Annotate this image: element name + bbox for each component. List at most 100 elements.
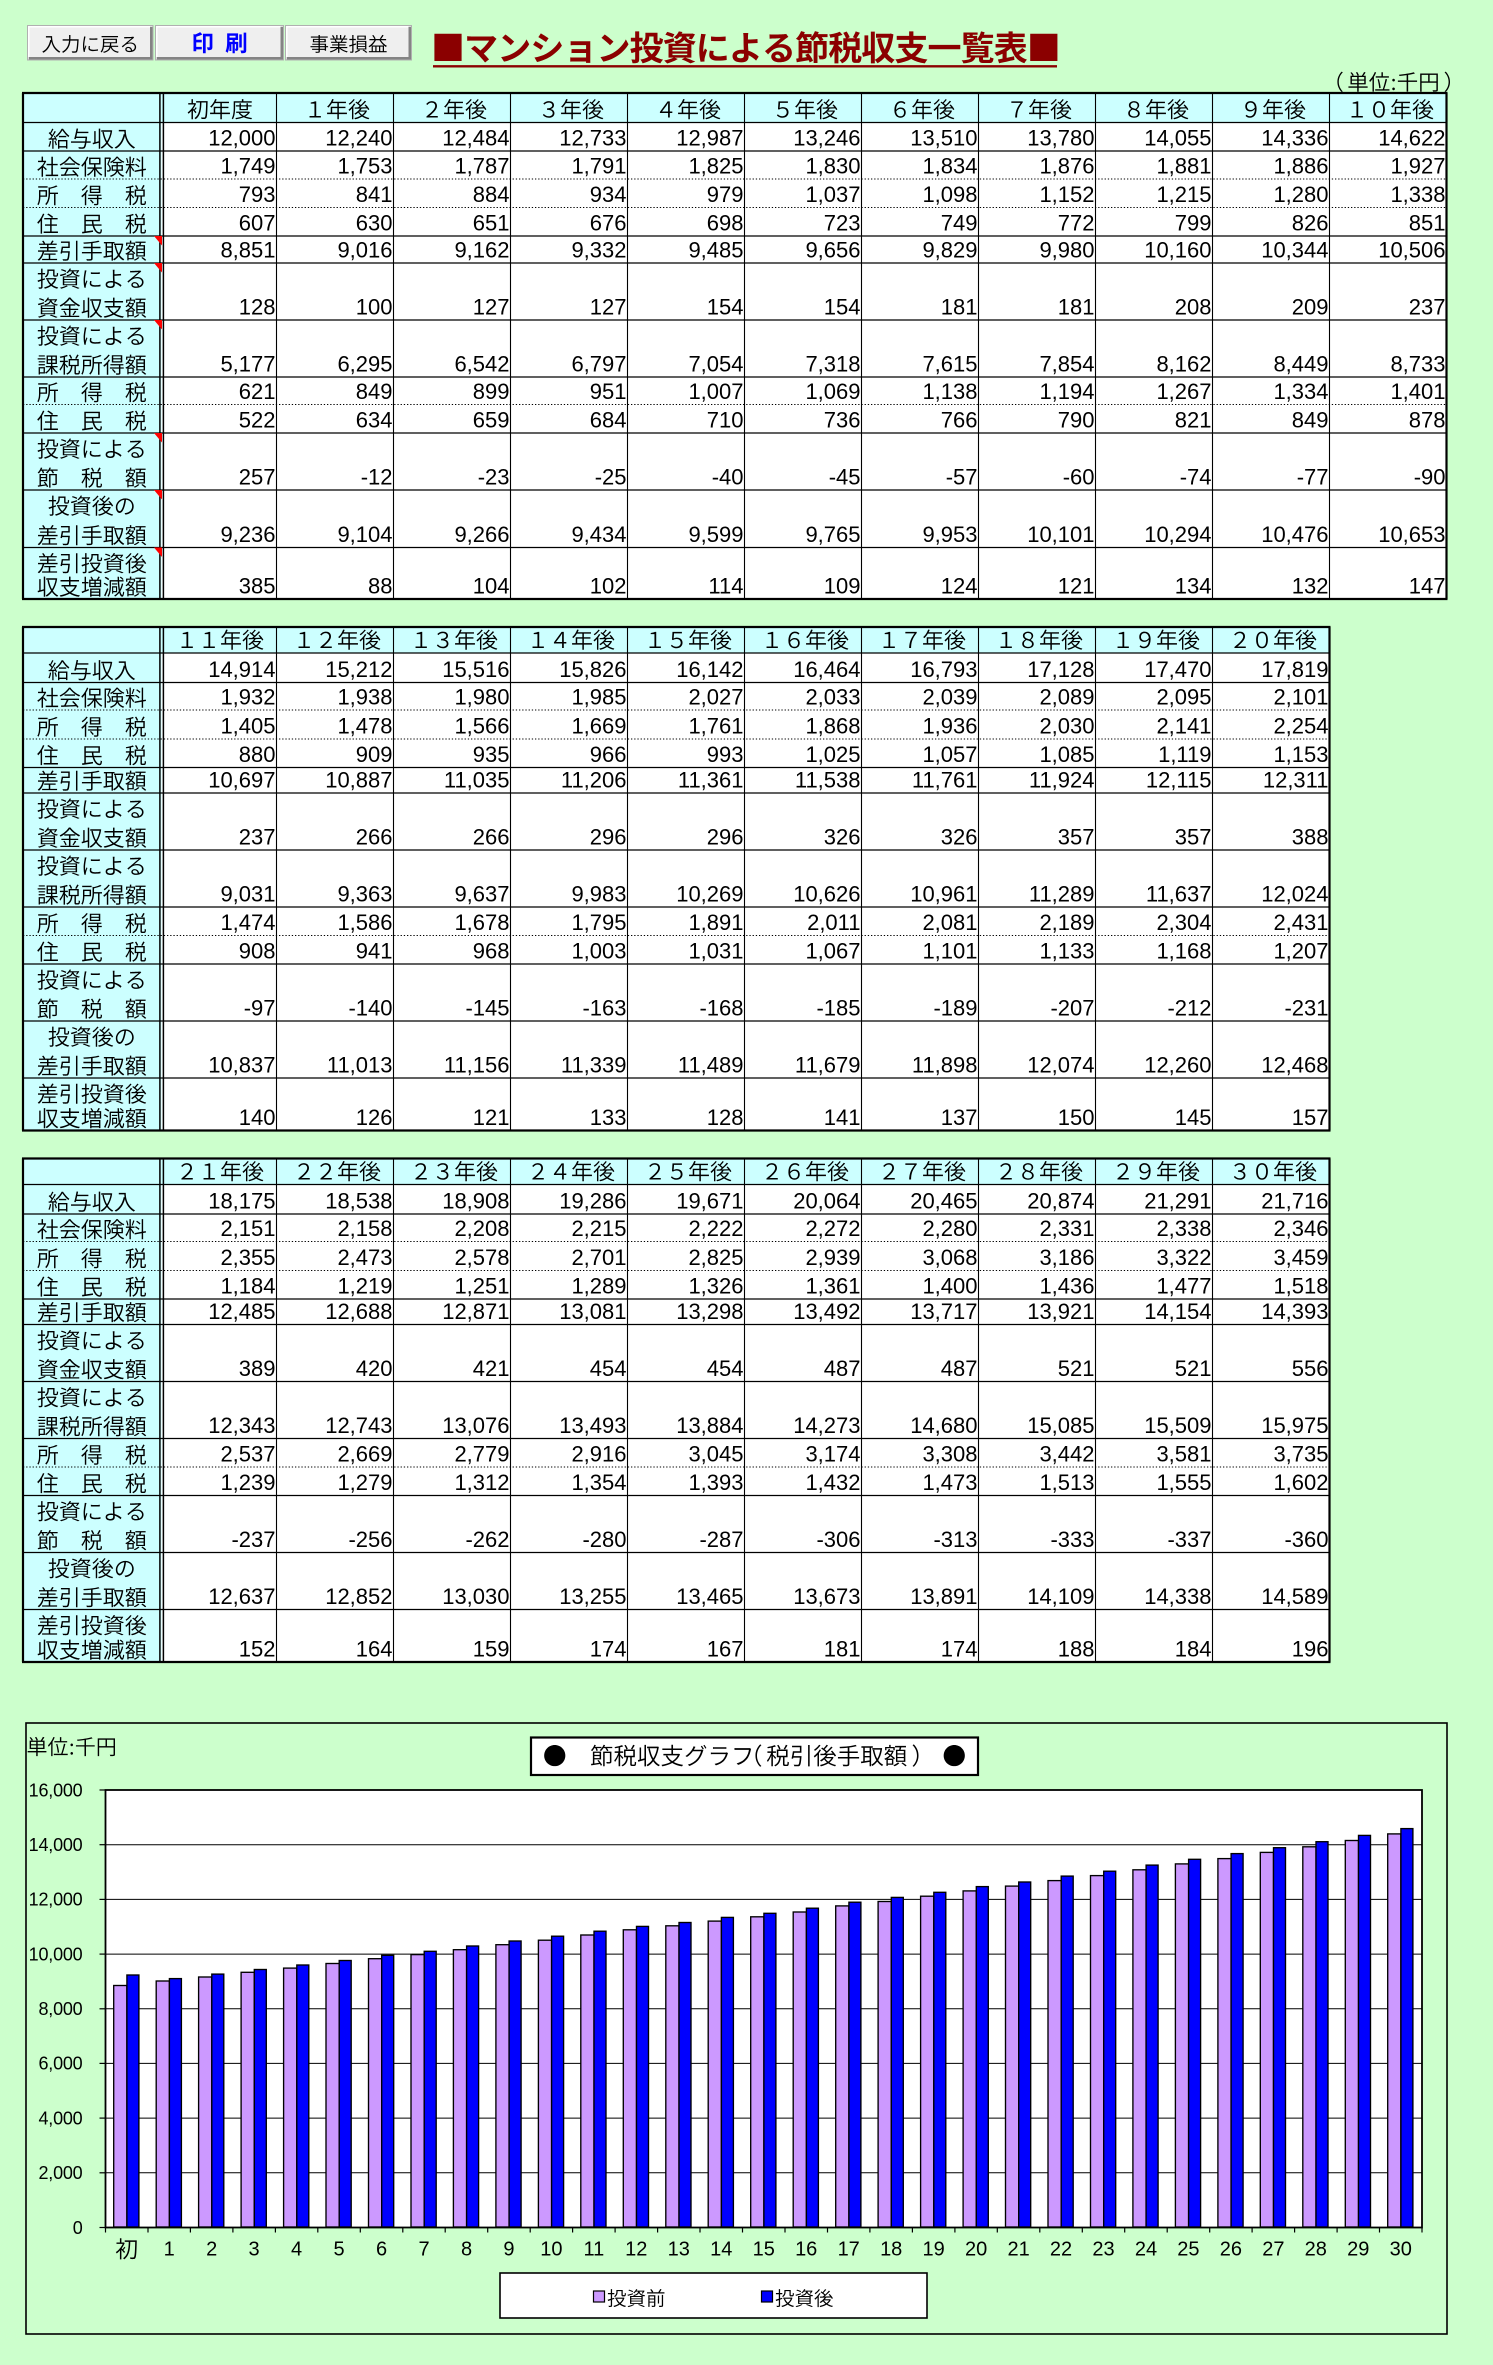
svg-text:121: 121: [473, 1105, 510, 1130]
svg-text:9,485: 9,485: [688, 238, 743, 263]
svg-text:196: 196: [1292, 1637, 1329, 1662]
svg-text:-212: -212: [1167, 996, 1211, 1021]
svg-text:2,331: 2,331: [1039, 1216, 1094, 1241]
svg-text:1,753: 1,753: [337, 154, 392, 179]
svg-text:154: 154: [824, 295, 861, 320]
svg-text:15,085: 15,085: [1027, 1413, 1094, 1438]
svg-text:30: 30: [1390, 2239, 1412, 2261]
svg-text:968: 968: [473, 939, 510, 964]
svg-text:1,152: 1,152: [1039, 182, 1094, 207]
svg-text:12,468: 12,468: [1261, 1053, 1328, 1078]
svg-text:3,068: 3,068: [922, 1245, 977, 1270]
svg-text:167: 167: [707, 1637, 744, 1662]
svg-text:3,581: 3,581: [1156, 1442, 1211, 1467]
svg-text:124: 124: [941, 574, 978, 599]
svg-text:522: 522: [239, 408, 276, 433]
svg-text:-337: -337: [1167, 1527, 1211, 1552]
svg-text:521: 521: [1175, 1356, 1212, 1381]
svg-text:1,393: 1,393: [688, 1470, 743, 1495]
svg-text:941: 941: [356, 939, 393, 964]
svg-text:966: 966: [590, 742, 627, 767]
svg-text:1,586: 1,586: [337, 910, 392, 935]
svg-text:237: 237: [1409, 295, 1446, 320]
svg-text:9,162: 9,162: [454, 238, 509, 263]
svg-text:13: 13: [668, 2239, 690, 2261]
svg-text:6,797: 6,797: [571, 352, 626, 377]
svg-text:1,936: 1,936: [922, 714, 977, 739]
svg-text:174: 174: [590, 1637, 627, 1662]
svg-text:1,478: 1,478: [337, 714, 392, 739]
svg-text:556: 556: [1292, 1356, 1329, 1381]
svg-text:12,637: 12,637: [208, 1584, 275, 1609]
svg-text:12,743: 12,743: [325, 1413, 392, 1438]
svg-text:3,174: 3,174: [805, 1442, 860, 1467]
svg-text:2,431: 2,431: [1273, 910, 1328, 935]
svg-text:326: 326: [824, 825, 861, 850]
svg-text:934: 934: [590, 182, 627, 207]
svg-text:-77: -77: [1297, 465, 1329, 490]
svg-text:2,578: 2,578: [454, 1245, 509, 1270]
svg-text:13,717: 13,717: [910, 1299, 977, 1324]
svg-text:1,219: 1,219: [337, 1274, 392, 1299]
svg-text:14: 14: [710, 2239, 732, 2261]
svg-text:18: 18: [880, 2239, 902, 2261]
svg-text:15,975: 15,975: [1261, 1413, 1328, 1438]
svg-text:621: 621: [239, 379, 276, 404]
svg-text:-163: -163: [582, 996, 626, 1021]
svg-text:11,156: 11,156: [444, 1053, 510, 1078]
svg-text:181: 181: [941, 295, 978, 320]
svg-text:1,361: 1,361: [805, 1274, 860, 1299]
svg-text:10,344: 10,344: [1261, 238, 1328, 263]
svg-text:20,874: 20,874: [1027, 1189, 1094, 1214]
svg-text:16: 16: [795, 2239, 817, 2261]
svg-text:10,160: 10,160: [1144, 238, 1211, 263]
svg-text:2,033: 2,033: [805, 685, 860, 710]
svg-text:1,215: 1,215: [1156, 182, 1211, 207]
svg-text:-168: -168: [699, 996, 743, 1021]
svg-text:12,733: 12,733: [559, 126, 626, 151]
svg-text:2,473: 2,473: [337, 1245, 392, 1270]
svg-text:-262: -262: [465, 1527, 509, 1552]
svg-text:-60: -60: [1063, 465, 1095, 490]
svg-text:357: 357: [1175, 825, 1212, 850]
svg-text:826: 826: [1292, 211, 1329, 236]
svg-text:2,669: 2,669: [337, 1442, 392, 1467]
svg-text:-256: -256: [348, 1527, 392, 1552]
svg-text:16,464: 16,464: [793, 657, 860, 682]
svg-text:9,236: 9,236: [220, 522, 275, 547]
svg-text:1,207: 1,207: [1273, 939, 1328, 964]
svg-text:13,510: 13,510: [910, 126, 977, 151]
svg-text:14,273: 14,273: [793, 1413, 860, 1438]
svg-text:-207: -207: [1050, 996, 1094, 1021]
svg-text:676: 676: [590, 211, 627, 236]
svg-text:12,485: 12,485: [208, 1299, 275, 1324]
svg-text:1: 1: [164, 2239, 175, 2261]
svg-text:20,064: 20,064: [793, 1189, 860, 1214]
svg-text:1,119: 1,119: [1158, 742, 1211, 767]
svg-text:2,939: 2,939: [805, 1245, 860, 1270]
svg-text:6,000: 6,000: [38, 2054, 82, 2074]
svg-text:736: 736: [824, 408, 861, 433]
svg-text:13,076: 13,076: [442, 1413, 509, 1438]
svg-text:4,000: 4,000: [38, 2108, 82, 2128]
svg-text:22: 22: [1050, 2239, 1072, 2261]
svg-text:1,932: 1,932: [220, 685, 275, 710]
svg-text:388: 388: [1292, 825, 1329, 850]
svg-text:181: 181: [1058, 295, 1095, 320]
svg-text:145: 145: [1175, 1105, 1212, 1130]
svg-text:935: 935: [473, 742, 510, 767]
svg-text:2,000: 2,000: [38, 2163, 82, 2183]
svg-text:17,128: 17,128: [1027, 657, 1094, 682]
svg-text:100: 100: [356, 295, 393, 320]
svg-text:154: 154: [707, 295, 744, 320]
svg-text:1,025: 1,025: [805, 742, 860, 767]
svg-text:17,470: 17,470: [1144, 657, 1211, 682]
svg-text:3,442: 3,442: [1039, 1442, 1094, 1467]
svg-text:-189: -189: [933, 996, 977, 1021]
svg-text:2,537: 2,537: [220, 1442, 275, 1467]
svg-text:21,716: 21,716: [1261, 1189, 1328, 1214]
svg-text:140: 140: [239, 1105, 276, 1130]
svg-text:357: 357: [1058, 825, 1095, 850]
svg-text:659: 659: [473, 408, 510, 433]
svg-text:266: 266: [356, 825, 393, 850]
